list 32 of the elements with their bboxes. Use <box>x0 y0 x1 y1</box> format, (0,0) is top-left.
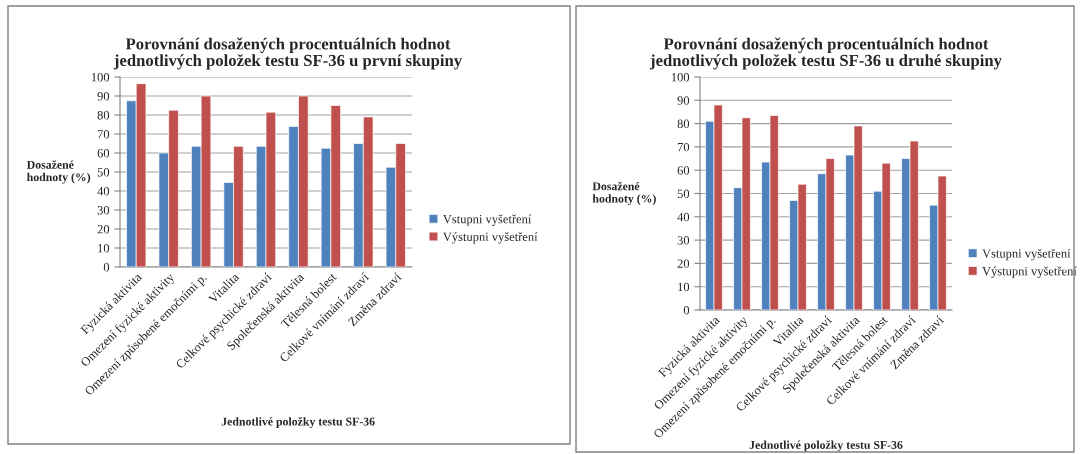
y-tick-label: 0 <box>683 306 690 315</box>
y-tick-label: 50 <box>97 168 110 177</box>
y-tick-label: 60 <box>677 166 690 175</box>
y-tick-label: 30 <box>97 206 110 215</box>
y-tick-label: 90 <box>677 96 690 105</box>
y-tick-label: 80 <box>677 119 690 129</box>
x-axis-title: Jednotlivé položky testu SF-36 <box>221 417 375 428</box>
y-axis-title: Dosažené hodnoty (%) <box>592 181 656 206</box>
chart-title: Porovnání dosažených procentuálních hodnot jednotlivých položek testu SF-36 u první skupiny <box>113 37 462 70</box>
y-tick-label: 100 <box>671 73 690 82</box>
y-tick-label: 80 <box>97 111 110 120</box>
chart-title: Porovnání dosažených procentuálních hodnot jednotlivých položek testu SF-36 u druhé skupiny <box>649 37 1002 70</box>
y-tick-label: 70 <box>677 142 690 152</box>
y-tick-label: 20 <box>677 259 690 268</box>
legend-label: Výstupni vyšetření <box>982 266 1077 278</box>
y-tick-label: 60 <box>97 149 110 158</box>
y-tick-label: 50 <box>677 189 690 198</box>
y-tick-label: 0 <box>103 263 110 272</box>
y-tick-label: 90 <box>97 92 110 101</box>
legend-label: Vstupni vyšetření <box>442 214 532 226</box>
y-tick-label: 30 <box>677 236 690 245</box>
y-axis-title: Dosažené hodnoty (%) <box>26 160 91 184</box>
y-tick-label: 70 <box>97 130 110 139</box>
y-tick-label: 20 <box>97 225 110 234</box>
legend-label: Výstupni vyšetření <box>442 232 538 244</box>
y-tick-label: 10 <box>678 282 690 292</box>
x-axis-title: Jednotlivé položky testu SF-36 <box>749 440 903 452</box>
y-tick-label: 100 <box>91 73 110 82</box>
y-tick-label: 40 <box>677 212 690 222</box>
y-tick-label: 10 <box>98 244 110 253</box>
y-tick-label: 40 <box>97 187 110 196</box>
legend-label: Vstupni vyšetření <box>982 248 1071 261</box>
